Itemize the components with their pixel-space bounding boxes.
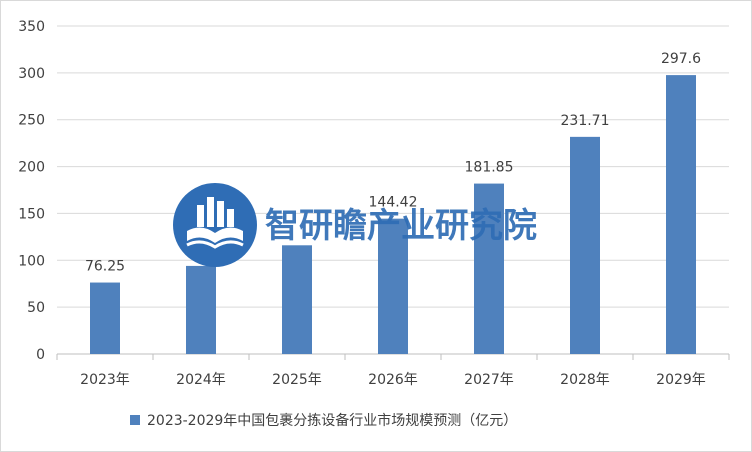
bar: [186, 265, 216, 354]
data-label: 144.42: [369, 195, 418, 211]
legend-swatch: [130, 415, 140, 425]
x-tick-label: 2028年: [560, 372, 610, 388]
y-tick-label: 350: [18, 19, 45, 35]
bars: [90, 75, 696, 354]
data-label: 297.6: [661, 51, 701, 67]
data-label: 231.71: [561, 113, 610, 129]
y-tick-label: 50: [27, 300, 45, 316]
y-tick-label: 200: [18, 160, 45, 176]
x-tick-label: 2025年: [272, 372, 322, 388]
axes: 0 50 100 150 200 250 300 350 2023年 2024年 2025年 2026…: [18, 19, 730, 388]
legend-label: 2023-2029年中国包裹分拣设备行业市场规模预测（亿元）: [147, 412, 517, 429]
y-tick-label: 150: [18, 206, 45, 222]
y-tick-label: 250: [18, 113, 45, 129]
x-tick-label: 2023年: [80, 372, 130, 388]
data-label: 76.25: [85, 259, 125, 275]
bar: [282, 245, 312, 354]
x-tick-label: 2029年: [656, 372, 706, 388]
y-tick-label: 300: [18, 66, 45, 82]
watermark-text: 智研瞻产业研究院: [265, 206, 537, 246]
bar: [570, 136, 600, 354]
bar: [378, 218, 408, 354]
x-tick-label: 2024年: [176, 372, 226, 388]
y-tick-label: 0: [36, 347, 45, 363]
bar: [90, 282, 120, 354]
data-labels: 76.25 144.42 181.85 231.71 297.6: [85, 51, 701, 274]
y-tick-label: 100: [18, 253, 45, 269]
bar: [666, 75, 696, 354]
city-book-logo-icon: [173, 183, 257, 267]
legend: 2023-2029年中国包裹分拣设备行业市场规模预测（亿元）: [130, 412, 517, 429]
data-label: 181.85: [465, 160, 514, 176]
x-tick-label: 2026年: [368, 372, 418, 388]
watermark: 智研瞻产业研究院: [173, 183, 537, 267]
bar: [474, 183, 504, 354]
x-tick-label: 2027年: [464, 372, 514, 388]
